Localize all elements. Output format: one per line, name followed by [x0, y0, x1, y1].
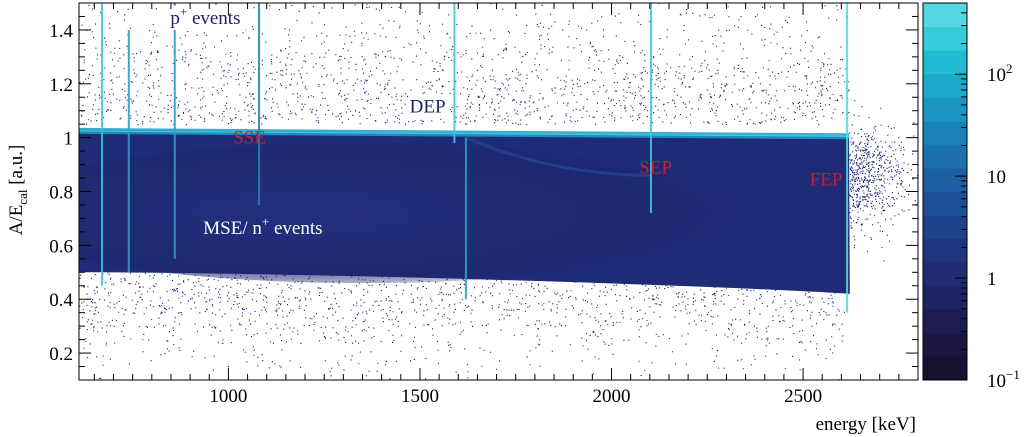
colorbar-tick-label: 10	[987, 167, 1006, 188]
colorbar-tick-label: 10−1	[987, 367, 1020, 392]
main-band-highlight	[79, 130, 850, 137]
annotation: SEP	[639, 157, 672, 178]
colorbar-swatch	[923, 262, 967, 287]
colorbar-swatch	[923, 215, 967, 240]
x-tick-label: 2500	[784, 386, 822, 407]
gamma-lines	[100, 3, 849, 313]
colorbar-swatch	[923, 309, 967, 334]
colorbar-swatch	[923, 26, 967, 51]
y-tick-label: 0.2	[49, 344, 73, 365]
colorbar-swatch	[923, 73, 967, 98]
event-band-core	[79, 143, 743, 284]
annotation-label: SSE	[233, 128, 266, 149]
colorbar-swatch	[923, 238, 967, 263]
y-tick-label: 1.4	[49, 21, 73, 42]
y-tick-label: 1.2	[49, 75, 73, 96]
x-tick-label: 2000	[593, 386, 631, 407]
x-axis: 1000 1500 2000 2500	[93, 3, 900, 407]
annotation-box	[160, 5, 251, 30]
y-axis-title-unit: [a.u.]	[6, 145, 27, 185]
y-axis-title: A/Ecal [a.u.]	[6, 145, 30, 236]
band-curve	[465, 136, 651, 177]
colorbar-swatch	[923, 144, 967, 169]
annotation-label: FEP	[810, 169, 843, 190]
colorbar-swatch	[923, 356, 967, 381]
annotation-label: p+ events	[170, 4, 240, 29]
plot-area: p+ events DEP SSE SEP FEP MSE/ n+ events	[78, 2, 919, 381]
scatter-dots	[79, 3, 918, 380]
y-tick-label: 0.4	[49, 290, 73, 311]
colorbar-swatch	[923, 332, 967, 357]
annotation-box	[408, 94, 447, 119]
y-axis-title-main: A/E	[6, 205, 27, 236]
annotation-label: SEP	[639, 157, 672, 178]
colorbar-tick-label: 102	[987, 61, 1013, 86]
x-axis-title: energy [keV]	[816, 414, 916, 435]
colorbar-swatch	[923, 3, 967, 28]
annotation-label: DEP	[410, 97, 446, 118]
y-axis: 0.2 0.4 0.6 0.8 1 1.2 1.4	[49, 15, 918, 368]
y-tick-label: 0.8	[49, 183, 73, 204]
x-tick-label: 1500	[401, 386, 439, 407]
colorbar-swatch	[923, 167, 967, 192]
y-tick-label: 0.6	[49, 236, 73, 257]
annotation: MSE/ n+ events	[203, 214, 322, 239]
annotation: SSE	[233, 128, 266, 149]
colorbar-swatch	[923, 97, 967, 122]
y-tick-label: 1	[64, 129, 74, 150]
colorbar: 10−1 1 10 102	[922, 2, 1020, 392]
x-tick-label: 1000	[209, 386, 247, 407]
event-band	[79, 127, 850, 294]
colorbar-swatch	[923, 120, 967, 145]
annotation: p+ events	[160, 4, 251, 30]
colorbar-swatch	[923, 191, 967, 216]
annotation: FEP	[810, 169, 843, 190]
colorbar-swatch	[923, 50, 967, 75]
colorbar-swatch	[923, 285, 967, 310]
annotations: p+ events DEP SSE SEP FEP MSE/ n+ events	[160, 4, 842, 239]
colorbar-tick-label: 1	[987, 269, 997, 290]
annotation: DEP	[408, 94, 447, 119]
annotation-label: MSE/ n+ events	[203, 214, 322, 239]
scatter-points	[79, 3, 918, 380]
y-axis-title-sub: cal	[15, 189, 30, 205]
